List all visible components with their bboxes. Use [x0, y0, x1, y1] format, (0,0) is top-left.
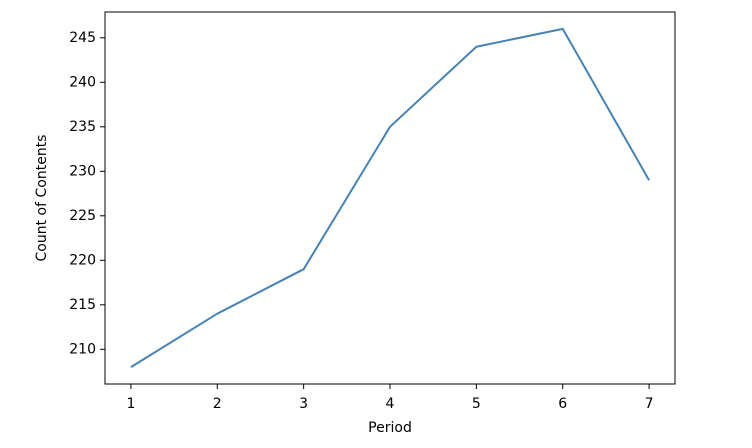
x-tick-label: 5 [472, 396, 481, 412]
y-tick-label: 215 [69, 297, 96, 313]
x-axis-label: Period [368, 420, 412, 436]
x-tick-label: 3 [299, 396, 308, 412]
line [130, 27, 650, 368]
y-axis-label: Count of Contents [34, 135, 50, 262]
y-tick-label: 240 [69, 74, 96, 90]
x-tick-label: 4 [386, 396, 395, 412]
plot-frame [104, 11, 676, 385]
x-tick-label: 6 [558, 396, 567, 412]
y-tick-label: 230 [69, 163, 96, 179]
x-tick-label: 1 [126, 396, 135, 412]
y-tick-label: 225 [69, 208, 96, 224]
y-tick-label: 210 [69, 341, 96, 357]
x-tick-label: 7 [645, 396, 654, 412]
y-tick-label: 235 [69, 119, 96, 135]
y-tick-label: 245 [69, 30, 96, 46]
y-tick-label: 220 [69, 252, 96, 268]
x-tick-label: 2 [213, 396, 222, 412]
